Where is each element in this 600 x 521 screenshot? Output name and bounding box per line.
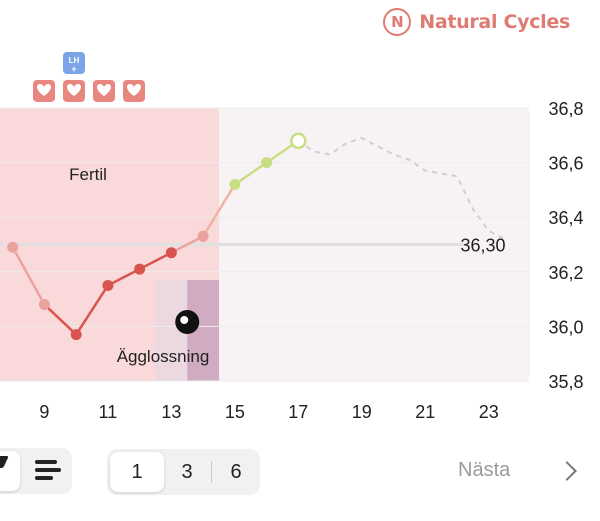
cycle-count-3-button[interactable]: 3	[181, 461, 193, 483]
list-line-icon	[35, 468, 61, 472]
cycle-count-selector: 1 3 6	[107, 449, 260, 495]
today-point[interactable]	[290, 132, 307, 150]
temperature-line-segment	[11, 246, 46, 306]
temperature-point[interactable]	[197, 230, 209, 242]
lh-badge-text: LH	[69, 56, 80, 65]
y-tick-label: 35,8	[548, 372, 583, 392]
x-tick-label: 17	[288, 402, 308, 422]
cycle-count-6-button[interactable]: 6	[230, 461, 242, 483]
temperature-point[interactable]	[38, 299, 50, 311]
next-button[interactable]: Nästa	[458, 459, 511, 481]
x-tick-label: 9	[39, 402, 49, 422]
heart-icon	[37, 84, 51, 96]
y-tick-label: 36,0	[548, 317, 583, 337]
fertile-label: Fertil	[69, 165, 107, 184]
heart-icon	[97, 84, 111, 96]
y-tick-label: 36,6	[548, 154, 583, 174]
brand-logo: N Natural Cycles	[383, 8, 570, 36]
lh-badge[interactable]	[63, 52, 85, 74]
x-tick-label: 19	[352, 402, 372, 422]
brand-name: Natural Cycles	[419, 11, 570, 33]
temperature-line-segment	[170, 235, 204, 254]
cycle-count-1-button[interactable]: 1	[110, 452, 164, 492]
temperature-line-segment	[43, 303, 78, 336]
x-tick-label: 15	[225, 402, 245, 422]
temperature-point[interactable]	[165, 247, 177, 259]
ovulation-label: Ägglossning	[117, 347, 210, 366]
temperature-line-segment	[139, 251, 172, 271]
x-tick-label: 23	[479, 402, 499, 422]
list-line-icon	[35, 476, 53, 480]
temperature-point[interactable]	[102, 279, 114, 291]
x-tick-label: 13	[161, 402, 181, 422]
heart-icon	[67, 84, 81, 96]
y-tick-label: 36,2	[548, 263, 583, 283]
natural-cycles-logo-icon: N	[383, 8, 412, 36]
logo-letter: N	[391, 13, 404, 31]
temperature-point[interactable]	[7, 241, 19, 253]
heart-icon	[127, 84, 141, 96]
temperature-line-segment	[234, 161, 268, 186]
temperature-point[interactable]	[70, 329, 82, 341]
y-tick-label: 36,4	[548, 208, 583, 228]
temperature-point[interactable]	[229, 178, 241, 190]
temperature-point[interactable]	[261, 157, 273, 169]
temperature-line-segment	[107, 267, 141, 287]
temperature-point[interactable]	[134, 263, 146, 275]
temperature-line-segment	[202, 183, 236, 237]
y-tick-label: 36,8	[548, 99, 583, 119]
ovulation-egg-icon	[180, 316, 189, 324]
temperature-chart: 36,8 36,6 36,4 36,2 36,0 35,8 36,30 Fertil Ägglo…	[0, 52, 584, 422]
coverline-label: 36,30	[460, 236, 505, 256]
list-view-button[interactable]	[35, 460, 61, 482]
segment-divider	[211, 461, 212, 483]
predicted-line	[297, 136, 506, 240]
x-tick-label: 11	[99, 402, 118, 422]
lh-plus-icon: +	[71, 64, 76, 74]
list-line-icon	[35, 460, 57, 464]
chevron-right-icon[interactable]	[557, 461, 577, 481]
temperature-line-segment	[75, 284, 109, 336]
x-tick-label: 21	[415, 402, 435, 422]
